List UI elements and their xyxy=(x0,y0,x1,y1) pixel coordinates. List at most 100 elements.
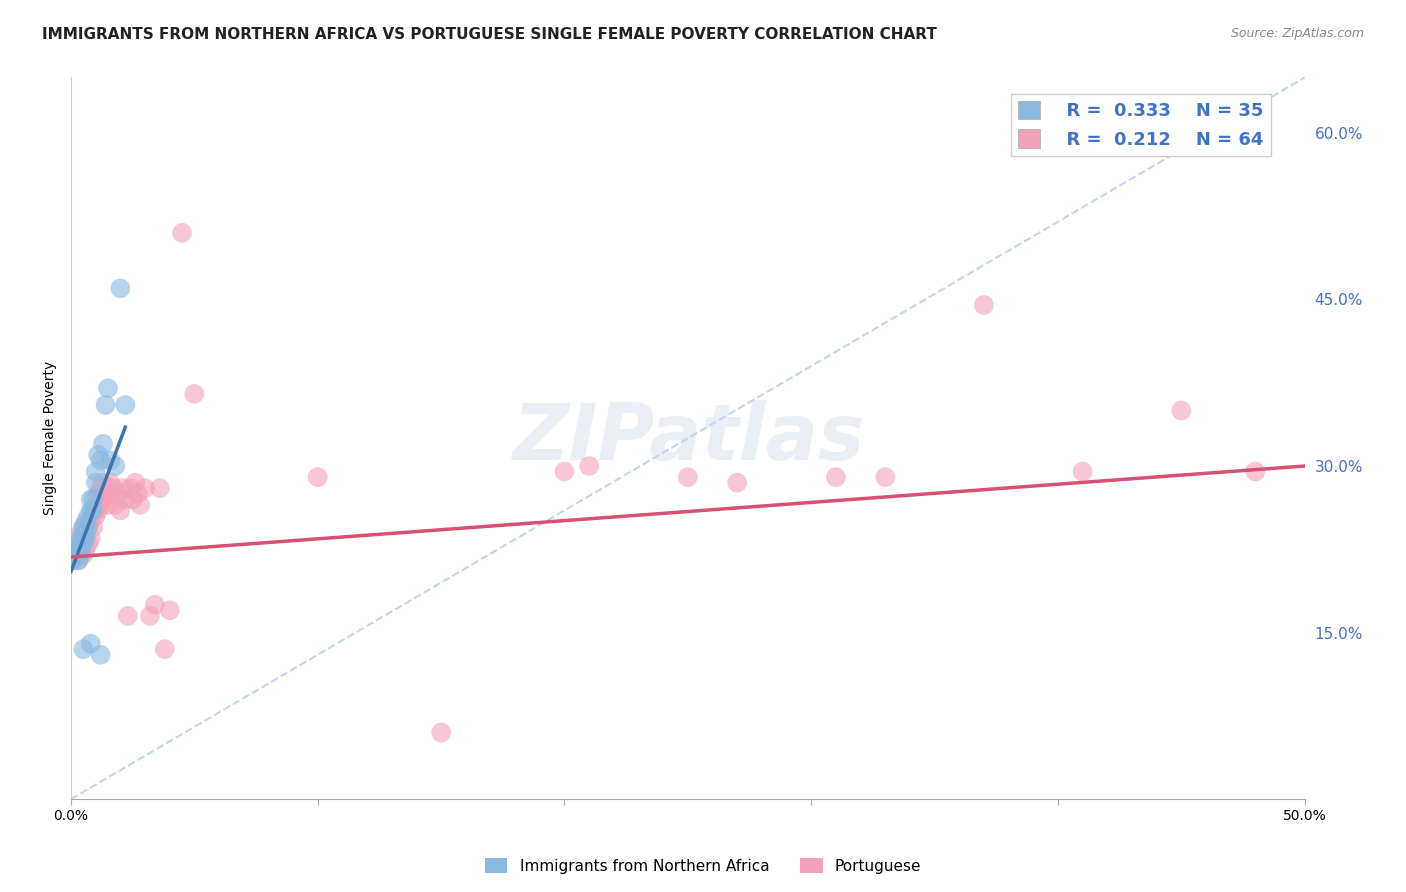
Text: ZIPatlas: ZIPatlas xyxy=(512,401,863,476)
Portuguese xyxy=(72,548,94,562)
Portuguese xyxy=(183,387,205,401)
Portuguese xyxy=(124,475,146,490)
Portuguese xyxy=(62,542,84,557)
Portuguese xyxy=(875,470,897,484)
Portuguese xyxy=(70,542,93,557)
Immigrants from Northern Africa xyxy=(114,398,136,412)
Portuguese xyxy=(104,498,127,512)
Portuguese xyxy=(80,515,103,529)
Immigrants from Northern Africa xyxy=(72,520,94,534)
Portuguese xyxy=(110,503,132,517)
Portuguese xyxy=(87,503,110,517)
Portuguese xyxy=(101,481,124,495)
Portuguese xyxy=(84,508,107,523)
Immigrants from Northern Africa xyxy=(100,453,122,467)
Immigrants from Northern Africa xyxy=(72,537,94,551)
Y-axis label: Single Female Poverty: Single Female Poverty xyxy=(44,361,58,516)
Portuguese xyxy=(114,492,136,507)
Immigrants from Northern Africa xyxy=(62,553,84,567)
Immigrants from Northern Africa xyxy=(94,398,117,412)
Portuguese xyxy=(75,525,97,540)
Portuguese xyxy=(97,498,120,512)
Immigrants from Northern Africa xyxy=(70,548,93,562)
Immigrants from Northern Africa xyxy=(67,553,90,567)
Immigrants from Northern Africa xyxy=(77,508,100,523)
Portuguese xyxy=(91,492,114,507)
Portuguese xyxy=(90,481,112,495)
Portuguese xyxy=(77,520,100,534)
Portuguese xyxy=(139,608,162,623)
Immigrants from Northern Africa xyxy=(70,542,93,557)
Text: Source: ZipAtlas.com: Source: ZipAtlas.com xyxy=(1230,27,1364,40)
Portuguese xyxy=(973,298,995,312)
Immigrants from Northern Africa xyxy=(75,515,97,529)
Portuguese xyxy=(153,642,176,657)
Immigrants from Northern Africa xyxy=(67,542,90,557)
Portuguese xyxy=(97,481,120,495)
Immigrants from Northern Africa xyxy=(90,453,112,467)
Portuguese xyxy=(1170,403,1192,417)
Portuguese xyxy=(90,498,112,512)
Immigrants from Northern Africa xyxy=(82,492,104,507)
Immigrants from Northern Africa xyxy=(72,525,94,540)
Portuguese xyxy=(65,531,87,545)
Portuguese xyxy=(120,481,142,495)
Text: IMMIGRANTS FROM NORTHERN AFRICA VS PORTUGUESE SINGLE FEMALE POVERTY CORRELATION : IMMIGRANTS FROM NORTHERN AFRICA VS PORTU… xyxy=(42,27,936,42)
Portuguese xyxy=(676,470,699,484)
Immigrants from Northern Africa xyxy=(65,542,87,557)
Immigrants from Northern Africa xyxy=(75,531,97,545)
Portuguese xyxy=(80,531,103,545)
Portuguese xyxy=(65,548,87,562)
Immigrants from Northern Africa xyxy=(97,381,120,395)
Portuguese xyxy=(70,525,93,540)
Immigrants from Northern Africa xyxy=(82,503,104,517)
Portuguese xyxy=(111,481,134,495)
Portuguese xyxy=(100,475,122,490)
Immigrants from Northern Africa xyxy=(80,503,103,517)
Immigrants from Northern Africa xyxy=(65,548,87,562)
Portuguese xyxy=(84,498,107,512)
Portuguese xyxy=(82,503,104,517)
Immigrants from Northern Africa xyxy=(72,642,94,657)
Portuguese xyxy=(82,520,104,534)
Portuguese xyxy=(134,481,156,495)
Immigrants from Northern Africa xyxy=(91,437,114,451)
Portuguese xyxy=(87,487,110,501)
Immigrants from Northern Africa xyxy=(90,648,112,662)
Portuguese xyxy=(117,608,139,623)
Portuguese xyxy=(77,537,100,551)
Immigrants from Northern Africa xyxy=(77,520,100,534)
Portuguese xyxy=(129,498,152,512)
Immigrants from Northern Africa xyxy=(84,475,107,490)
Legend:   R =  0.333    N = 35,   R =  0.212    N = 64: R = 0.333 N = 35, R = 0.212 N = 64 xyxy=(1011,94,1271,156)
Portuguese xyxy=(578,458,600,473)
Portuguese xyxy=(159,603,181,617)
Portuguese xyxy=(67,553,90,567)
Immigrants from Northern Africa xyxy=(84,465,107,479)
Portuguese xyxy=(72,531,94,545)
Portuguese xyxy=(1071,465,1094,479)
Immigrants from Northern Africa xyxy=(110,281,132,295)
Portuguese xyxy=(75,542,97,557)
Portuguese xyxy=(127,487,149,501)
Immigrants from Northern Africa xyxy=(80,637,103,651)
Portuguese xyxy=(72,520,94,534)
Portuguese xyxy=(149,481,172,495)
Portuguese xyxy=(170,226,193,240)
Portuguese xyxy=(121,492,143,507)
Portuguese xyxy=(553,465,575,479)
Immigrants from Northern Africa xyxy=(87,448,110,462)
Immigrants from Northern Africa xyxy=(70,531,93,545)
Immigrants from Northern Africa xyxy=(104,458,127,473)
Immigrants from Northern Africa xyxy=(75,525,97,540)
Portuguese xyxy=(430,725,453,739)
Portuguese xyxy=(1244,465,1267,479)
Portuguese xyxy=(94,487,117,501)
Portuguese xyxy=(825,470,848,484)
Portuguese xyxy=(725,475,748,490)
Portuguese xyxy=(62,553,84,567)
Immigrants from Northern Africa xyxy=(80,492,103,507)
Portuguese xyxy=(307,470,329,484)
Portuguese xyxy=(107,487,129,501)
Portuguese xyxy=(91,475,114,490)
